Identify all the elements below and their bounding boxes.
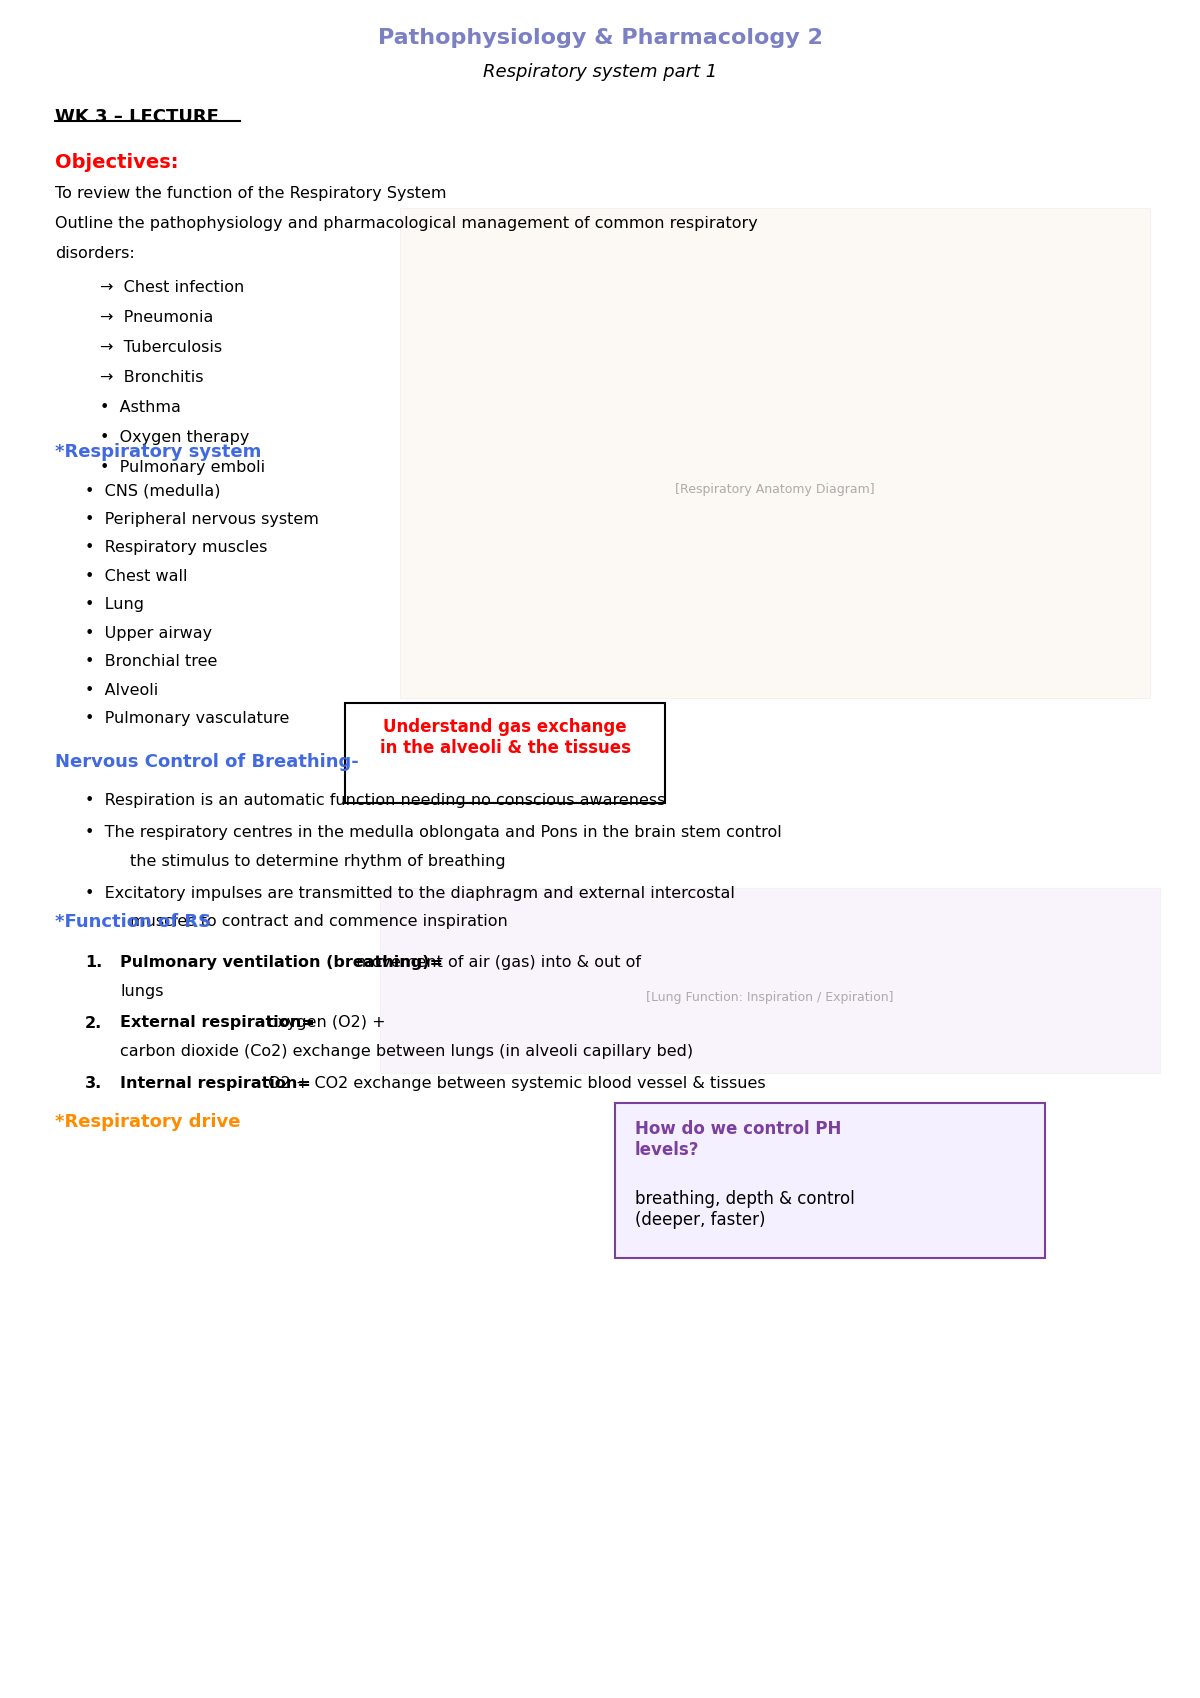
Text: 3.: 3.: [85, 1077, 102, 1092]
FancyBboxPatch shape: [616, 1104, 1045, 1258]
Text: movement of air (gas) into & out of: movement of air (gas) into & out of: [352, 954, 641, 970]
Text: •  Pulmonary emboli: • Pulmonary emboli: [100, 460, 265, 475]
Text: *Function of RS: *Function of RS: [55, 914, 211, 931]
Text: →  Tuberculosis: → Tuberculosis: [100, 340, 222, 355]
Text: O2 + CO2 exchange between systemic blood vessel & tissues: O2 + CO2 exchange between systemic blood…: [263, 1077, 766, 1092]
Text: →  Chest infection: → Chest infection: [100, 280, 245, 295]
Text: •  Upper airway: • Upper airway: [85, 625, 212, 640]
Text: 2.: 2.: [85, 1015, 102, 1031]
Text: 1.: 1.: [85, 954, 102, 970]
Text: →  Pneumonia: → Pneumonia: [100, 311, 214, 324]
Text: Nervous Control of Breathing-: Nervous Control of Breathing-: [55, 752, 359, 771]
Text: •  CNS (medulla): • CNS (medulla): [85, 482, 221, 498]
Text: breathing, depth & control
(deeper, faster): breathing, depth & control (deeper, fast…: [635, 1190, 854, 1229]
FancyBboxPatch shape: [400, 207, 1150, 698]
Text: Pathophysiology & Pharmacology 2: Pathophysiology & Pharmacology 2: [378, 27, 822, 48]
FancyBboxPatch shape: [346, 703, 665, 803]
Text: →  Bronchitis: → Bronchitis: [100, 370, 204, 385]
Text: *Respiratory system: *Respiratory system: [55, 443, 262, 460]
Text: •  Respiration is an automatic function needing no conscious awareness: • Respiration is an automatic function n…: [85, 793, 665, 808]
Text: Respiratory system part 1: Respiratory system part 1: [482, 63, 718, 82]
Text: [Lung Function: Inspiration / Expiration]: [Lung Function: Inspiration / Expiration…: [647, 990, 894, 1004]
Text: To review the function of the Respiratory System: To review the function of the Respirator…: [55, 187, 446, 200]
Text: •  Excitatory impulses are transmitted to the diaphragm and external intercostal: • Excitatory impulses are transmitted to…: [85, 885, 734, 900]
Text: External respiration=: External respiration=: [120, 1015, 314, 1031]
Text: WK 3 – LECTURE: WK 3 – LECTURE: [55, 109, 218, 126]
Text: Internal respiration=: Internal respiration=: [120, 1077, 311, 1092]
Text: •  Pulmonary vasculature: • Pulmonary vasculature: [85, 711, 289, 727]
Text: muscles to contract and commence inspiration: muscles to contract and commence inspira…: [130, 914, 508, 929]
Text: •  Lung: • Lung: [85, 598, 144, 611]
Text: disorders:: disorders:: [55, 246, 134, 261]
Text: •  Asthma: • Asthma: [100, 401, 181, 414]
Text: Objectives:: Objectives:: [55, 153, 179, 171]
Text: •  Oxygen therapy: • Oxygen therapy: [100, 430, 250, 445]
Text: •  The respiratory centres in the medulla oblongata and Pons in the brain stem c: • The respiratory centres in the medulla…: [85, 825, 781, 841]
Text: Pulmonary ventilation (breathing)=: Pulmonary ventilation (breathing)=: [120, 954, 443, 970]
Text: lungs: lungs: [120, 983, 163, 998]
Text: •  Peripheral nervous system: • Peripheral nervous system: [85, 511, 319, 526]
Text: [Respiratory Anatomy Diagram]: [Respiratory Anatomy Diagram]: [676, 482, 875, 496]
Text: •  Chest wall: • Chest wall: [85, 569, 187, 584]
FancyBboxPatch shape: [380, 888, 1160, 1073]
Text: Understand gas exchange
in the alveoli & the tissues: Understand gas exchange in the alveoli &…: [379, 718, 630, 757]
Text: oxygen (O2) +: oxygen (O2) +: [263, 1015, 385, 1031]
Text: *Respiratory drive: *Respiratory drive: [55, 1112, 240, 1131]
Text: carbon dioxide (Co2) exchange between lungs (in alveoli capillary bed): carbon dioxide (Co2) exchange between lu…: [120, 1044, 694, 1060]
Text: •  Respiratory muscles: • Respiratory muscles: [85, 540, 268, 555]
Text: How do we control PH
levels?: How do we control PH levels?: [635, 1121, 841, 1158]
Text: •  Bronchial tree: • Bronchial tree: [85, 654, 217, 669]
Text: •  Alveoli: • Alveoli: [85, 683, 158, 698]
Text: Outline the pathophysiology and pharmacological management of common respiratory: Outline the pathophysiology and pharmaco…: [55, 216, 757, 231]
Text: the stimulus to determine rhythm of breathing: the stimulus to determine rhythm of brea…: [130, 854, 505, 868]
